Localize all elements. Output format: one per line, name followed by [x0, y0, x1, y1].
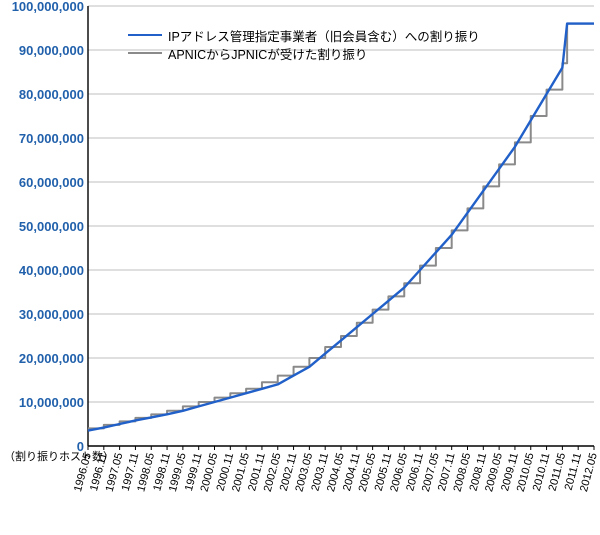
legend-item: APNICからJPNICが受けた割り振り — [128, 44, 480, 62]
y-tick-label: 30,000,000 — [19, 307, 84, 322]
y-axis-caption: （割り振りホスト数） — [4, 448, 114, 464]
y-tick-label: 10,000,000 — [19, 395, 84, 410]
y-tick-label: 70,000,000 — [19, 131, 84, 146]
y-tick-label: 90,000,000 — [19, 43, 84, 58]
y-tick-label: 100,000,000 — [12, 0, 84, 14]
y-tick-label: 20,000,000 — [19, 351, 84, 366]
legend-label: IPアドレス管理指定事業者（旧会員含む）への割り振り — [168, 26, 480, 45]
y-tick-label: 60,000,000 — [19, 175, 84, 190]
legend-swatch — [128, 52, 162, 54]
y-tick-label: 50,000,000 — [19, 219, 84, 234]
y-tick-label: 80,000,000 — [19, 87, 84, 102]
legend-label: APNICからJPNICが受けた割り振り — [168, 44, 367, 63]
y-tick-label: 40,000,000 — [19, 263, 84, 278]
legend-item: IPアドレス管理指定事業者（旧会員含む）への割り振り — [128, 26, 480, 44]
legend-swatch — [128, 34, 162, 36]
legend: IPアドレス管理指定事業者（旧会員含む）への割り振りAPNICからJPNICが受… — [128, 26, 480, 62]
